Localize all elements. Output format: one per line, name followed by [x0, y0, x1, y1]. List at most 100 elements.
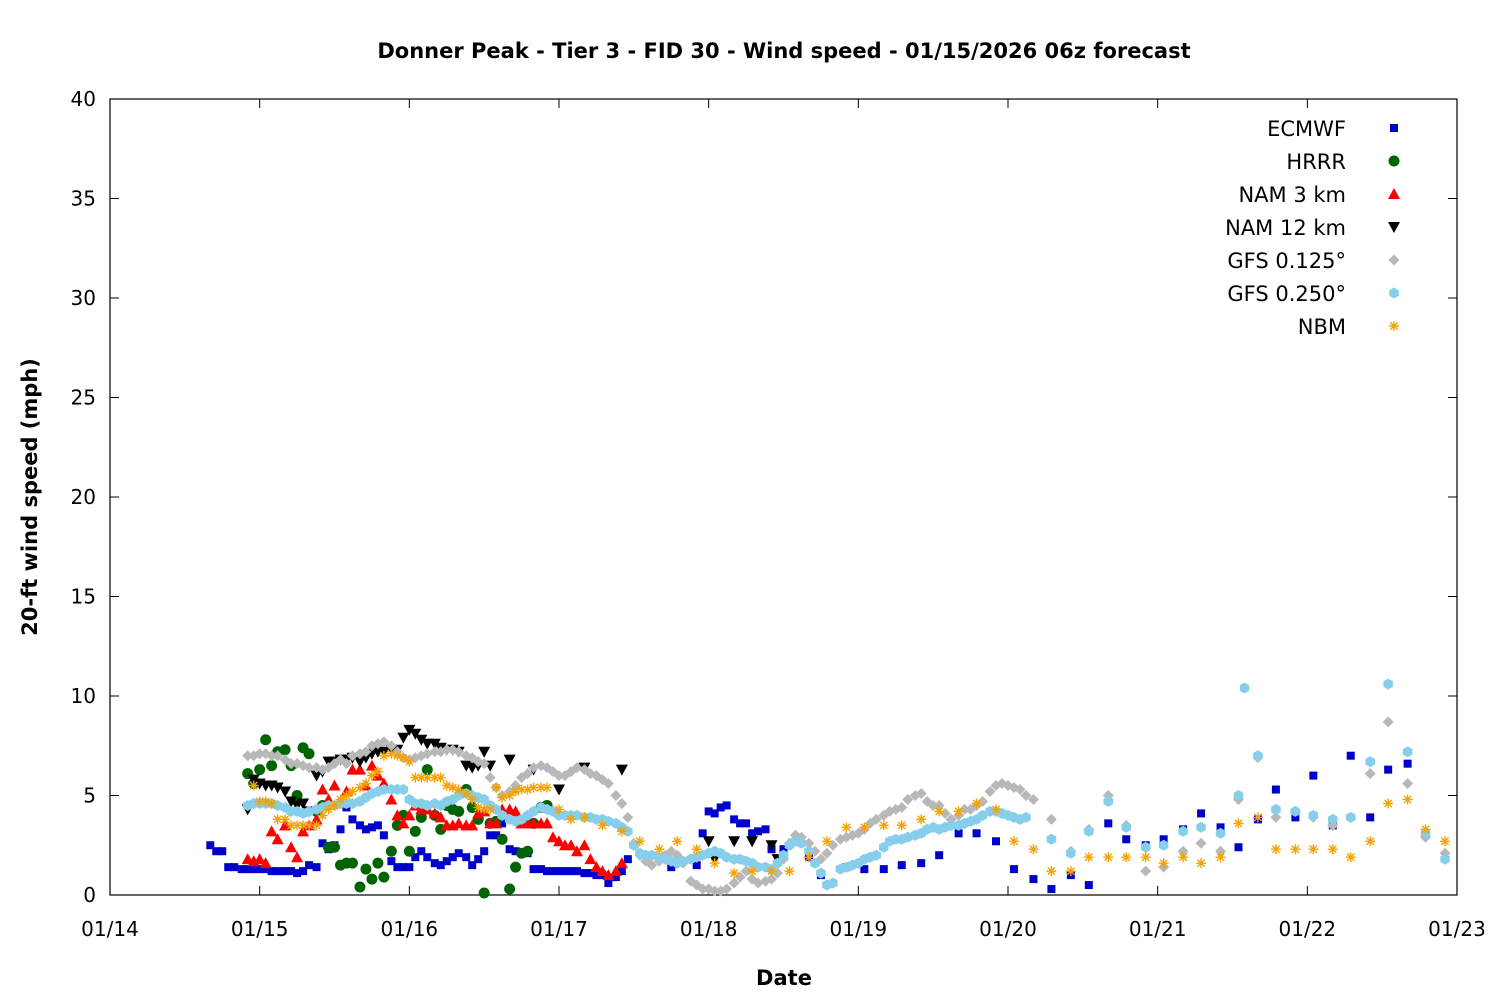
legend-label-gfs-0-125: GFS 0.125°	[1227, 249, 1346, 273]
data-point-nbm	[953, 806, 964, 817]
data-point-nbm	[254, 796, 265, 807]
data-point-gfs-0-250	[1178, 825, 1188, 837]
data-point-ecmwf	[1271, 785, 1280, 794]
data-point-nbm	[747, 866, 758, 877]
data-point-nbm	[971, 798, 982, 809]
data-point-ecmwf	[287, 867, 296, 876]
chart-title: Donner Peak - Tier 3 - FID 30 - Wind spe…	[377, 39, 1190, 63]
data-point-gfs-0-125	[1014, 784, 1026, 796]
data-point-nbm	[416, 772, 427, 783]
data-point-gfs-0-250	[497, 809, 507, 821]
data-point-nam-3-km	[285, 841, 298, 853]
data-point-ecmwf	[267, 867, 276, 876]
data-point-nam-3-km	[265, 825, 278, 837]
data-point-nbm	[461, 788, 472, 799]
data-point-ecmwf	[318, 839, 327, 848]
data-point-ecmwf	[312, 863, 321, 872]
data-point-nam-3-km	[397, 817, 410, 829]
data-point-nbm	[479, 804, 490, 815]
data-point-nam-3-km	[578, 839, 591, 851]
data-point-nbm	[1420, 824, 1431, 835]
data-point-ecmwf	[710, 809, 719, 818]
data-point-ecmwf	[704, 807, 713, 816]
data-point-gfs-0-125	[385, 740, 397, 752]
data-point-ecmwf	[761, 825, 770, 834]
data-point-nbm	[248, 780, 259, 791]
data-point-ecmwf	[367, 823, 376, 832]
x-tick-label: 01/19	[830, 917, 888, 941]
data-point-ecmwf	[355, 821, 364, 830]
data-point-nbm	[354, 782, 365, 793]
data-point-nbm	[554, 804, 564, 815]
data-point-gfs-0-250	[1239, 682, 1250, 694]
data-point-nam-12-km	[397, 732, 410, 744]
data-point-gfs-0-250	[379, 784, 389, 795]
data-point-nam-3-km	[541, 817, 554, 829]
data-point-nbm	[422, 772, 433, 783]
data-point-nbm	[634, 836, 645, 847]
data-point-ecmwf	[273, 867, 282, 876]
data-point-gfs-0-125	[254, 748, 266, 760]
data-point-ecmwf	[399, 863, 408, 872]
data-point-nbm	[1290, 844, 1301, 855]
data-point-gfs-0-250	[1103, 796, 1113, 807]
data-point-gfs-0-250	[1402, 746, 1413, 758]
data-point-gfs-0-250	[304, 805, 314, 817]
data-point-ecmwf	[468, 861, 477, 870]
data-point-gfs-0-125	[821, 847, 833, 859]
data-point-nbm	[878, 820, 889, 831]
data-point-nbm	[1196, 858, 1207, 869]
data-point-nbm	[360, 778, 371, 789]
data-point-nbm	[286, 820, 297, 831]
data-point-nbm	[1215, 852, 1226, 863]
data-point-gfs-0-125	[453, 746, 465, 758]
data-point-nbm	[859, 822, 870, 833]
y-tick-label: 5	[83, 784, 96, 808]
data-point-ecmwf	[543, 867, 552, 876]
data-point-gfs-0-125	[272, 750, 284, 762]
data-point-hrrr	[504, 883, 516, 895]
data-point-gfs-0-250	[1066, 847, 1076, 859]
data-point-nam-3-km	[584, 853, 597, 865]
data-point-ecmwf	[779, 845, 788, 854]
data-point-nbm	[1252, 812, 1263, 823]
x-axis-label: Date	[756, 966, 812, 990]
data-point-hrrr	[378, 871, 390, 883]
data-point-gfs-0-250	[816, 867, 826, 879]
data-point-nam-12-km	[271, 782, 284, 794]
data-point-ecmwf	[549, 867, 558, 876]
data-point-ecmwf	[442, 857, 451, 866]
data-point-ecmwf	[1403, 759, 1412, 768]
data-point-hrrr	[266, 760, 278, 772]
data-point-nam-3-km	[490, 817, 503, 829]
data-point-nbm	[542, 782, 553, 793]
data-point-nbm	[329, 800, 340, 811]
data-point-hrrr	[366, 873, 378, 885]
data-point-ecmwf	[529, 865, 538, 874]
data-point-ecmwf	[698, 829, 707, 838]
data-point-ecmwf	[1047, 885, 1056, 894]
data-point-nam-12-km	[428, 738, 441, 750]
data-point-hrrr	[329, 841, 340, 853]
data-point-nbm	[447, 782, 458, 793]
data-point-nbm	[597, 820, 608, 831]
data-point-nbm	[304, 820, 315, 831]
data-point-nam-12-km	[247, 774, 260, 786]
data-point-gfs-0-125	[242, 750, 254, 762]
data-point-ecmwf	[736, 819, 745, 828]
data-point-gfs-0-250	[1290, 805, 1301, 817]
data-point-gfs-0-250	[1253, 750, 1263, 762]
legend-marker-nam-3-km	[1388, 188, 1400, 199]
legend-label-gfs-0-250: GFS 0.250°	[1227, 282, 1346, 306]
data-point-ecmwf	[379, 831, 388, 840]
data-point-gfs-0-250	[903, 831, 913, 843]
data-point-ecmwf	[748, 829, 757, 838]
data-point-gfs-0-250	[1440, 853, 1450, 865]
data-point-nam-12-km	[728, 836, 741, 848]
data-point-ecmwf	[212, 847, 221, 856]
data-point-nbm	[1345, 852, 1356, 863]
data-point-ecmwf	[511, 847, 520, 856]
data-point-ecmwf	[348, 815, 357, 824]
data-point-hrrr	[453, 805, 465, 817]
data-point-ecmwf	[1029, 875, 1038, 884]
